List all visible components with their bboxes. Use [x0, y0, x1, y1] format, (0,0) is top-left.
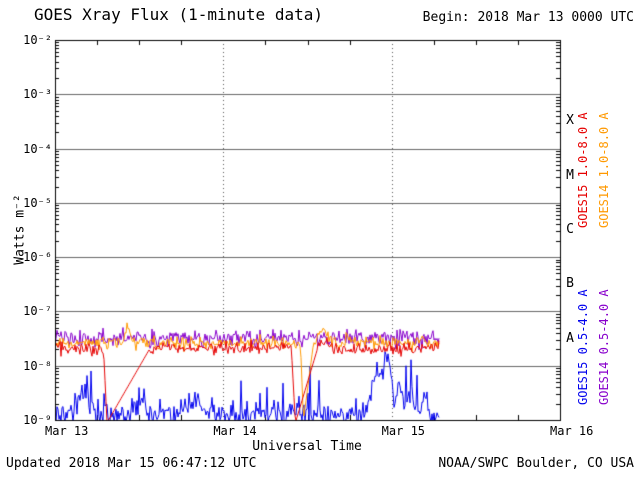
y-tick-label: 10⁻⁸	[23, 358, 52, 373]
y-tick-label: 10⁻⁷	[23, 304, 52, 319]
updated-timestamp-label: Updated 2018 Mar 15 06:47:12 UTC	[6, 456, 257, 471]
legend-label: GOES15 1.0-8.0 A	[576, 112, 590, 228]
x-tick-label: Mar 14	[213, 424, 257, 438]
flux-class-letter: B	[566, 276, 574, 292]
y-tick-label: 10⁻⁵	[23, 195, 52, 210]
x-tick-label: Mar 15	[381, 424, 426, 438]
x-tick-label: Mar 13	[45, 424, 89, 438]
flux-class-letter: C	[566, 222, 574, 237]
y-tick-label: 10⁻²	[23, 33, 52, 47]
x-axis-label: Universal Time	[252, 439, 362, 454]
page-title: GOES Xray Flux (1-minute data)	[34, 5, 323, 24]
flux-class-letter: A	[566, 330, 574, 346]
x-tick-label: Mar 16	[550, 424, 594, 438]
y-tick-label: 10⁻⁶	[23, 250, 52, 265]
y-tick-label: 10⁻³	[23, 87, 52, 102]
begin-timestamp-label: Begin: 2018 Mar 13 0000 UTC	[422, 10, 634, 25]
flux-class-letter: X	[566, 113, 574, 129]
legend-label: GOES15 0.5-4.0 A	[576, 289, 590, 405]
y-tick-label: 10⁻⁴	[23, 141, 52, 156]
y-axis-label: Watts m⁻²	[12, 194, 28, 265]
y-tick-label: 10⁻⁹	[23, 413, 52, 427]
legend-label: GOES14 1.0-8.0 A	[597, 112, 611, 228]
source-attribution-label: NOAA/SWPC Boulder, CO USA	[438, 456, 634, 471]
flux-class-letter: M	[566, 167, 574, 183]
legend-label: GOES14 0.5-4.0 A	[597, 289, 611, 405]
